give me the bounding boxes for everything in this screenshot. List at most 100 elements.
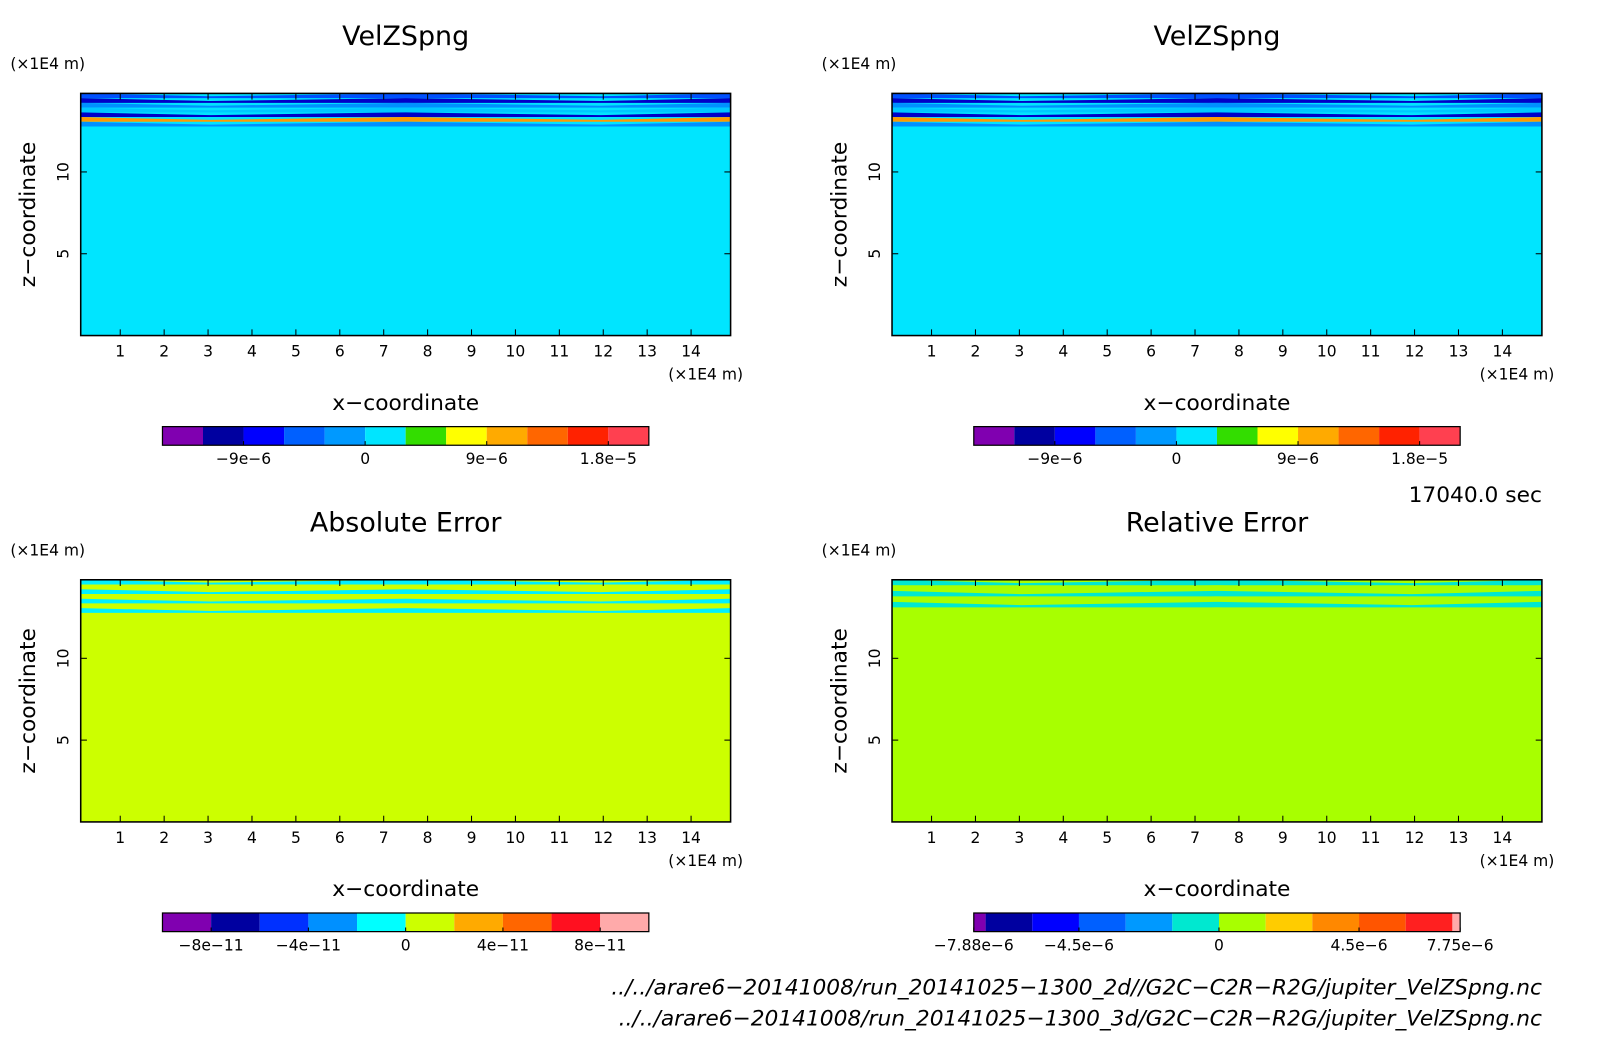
colorbar-tick-label: −9e−6 xyxy=(1027,450,1082,468)
colorbar-tick-label: −4e−11 xyxy=(276,937,341,955)
colorbar-segment xyxy=(211,912,260,932)
x-tick-label: 2 xyxy=(971,343,981,361)
x-tick-label: 7 xyxy=(1190,829,1200,847)
field-band xyxy=(892,98,1542,103)
x-tick-label: 3 xyxy=(1014,343,1024,361)
x-tick-label: 4 xyxy=(1058,343,1068,361)
x-label: x−coordinate xyxy=(1144,391,1291,416)
plot-frame xyxy=(891,579,1543,823)
x-tick-label: 13 xyxy=(1449,829,1469,847)
x-tick-label: 5 xyxy=(1102,343,1112,361)
field-band xyxy=(80,121,731,127)
x-tick-label: 3 xyxy=(203,343,213,361)
colorbar-tick-label: 0 xyxy=(1214,937,1224,955)
plot-frame xyxy=(79,92,732,337)
x-tick-label: 14 xyxy=(1493,829,1513,847)
colorbar-segment xyxy=(1054,426,1096,446)
colorbar-segment xyxy=(1172,912,1219,932)
x-tick-label: 10 xyxy=(506,343,526,361)
colorbar-tick-label: 9e−6 xyxy=(466,450,508,468)
colorbar-segment xyxy=(357,912,406,932)
x-tick-label: 11 xyxy=(549,343,569,361)
y-tick-label: 5 xyxy=(866,735,884,745)
colorbar-tick-label: −8e−11 xyxy=(179,937,244,955)
colorbar-segment xyxy=(1216,426,1258,446)
colorbar-segment xyxy=(527,426,568,446)
colorbar-segment xyxy=(446,426,487,446)
colorbar-tick-label: 0 xyxy=(1172,450,1182,468)
colorbar-tick-label: 1.8e−5 xyxy=(1391,450,1448,468)
colorbar-segment xyxy=(1125,912,1173,932)
x-tick-label: 5 xyxy=(291,829,301,847)
plot-frame xyxy=(79,579,732,823)
x-tick-label: 1 xyxy=(115,343,125,361)
y-label: z−coordinate xyxy=(827,142,852,287)
field-band xyxy=(892,117,1542,122)
field-band xyxy=(892,607,1542,613)
x-tick-label: 9 xyxy=(467,343,477,361)
x-unit: (×1E4 m) xyxy=(668,365,743,383)
field-band xyxy=(80,93,731,99)
y-tick-label: 10 xyxy=(55,648,73,668)
colorbar-segment xyxy=(405,426,447,446)
colorbar-segment xyxy=(324,426,366,446)
x-label: x−coordinate xyxy=(1144,877,1291,902)
colorbar-segment xyxy=(259,912,309,932)
colorbar-segment xyxy=(308,912,358,932)
x-tick-label: 2 xyxy=(159,343,169,361)
x-tick-label: 1 xyxy=(927,829,937,847)
field-band xyxy=(892,601,1542,608)
x-tick-label: 1 xyxy=(115,829,125,847)
field-band xyxy=(80,598,731,604)
field-band xyxy=(892,93,1542,99)
x-tick-label: 5 xyxy=(1102,829,1112,847)
field-band xyxy=(892,107,1542,113)
colorbar-segment xyxy=(551,912,601,932)
x-tick-label: 11 xyxy=(1361,829,1381,847)
colorbar-segment xyxy=(608,426,649,446)
colorbar-segment xyxy=(1298,426,1339,446)
field-band xyxy=(892,596,1542,602)
x-tick-label: 10 xyxy=(506,829,526,847)
x-tick-label: 6 xyxy=(1146,343,1156,361)
colorbar-segment xyxy=(162,426,204,446)
x-tick-label: 6 xyxy=(1146,829,1156,847)
colorbar-tick-label: 1.8e−5 xyxy=(580,450,637,468)
x-tick-label: 8 xyxy=(423,343,433,361)
colorbar-frame xyxy=(161,425,650,446)
colorbar-tick-label: 0 xyxy=(360,450,370,468)
colorbar-segment xyxy=(567,426,609,446)
y-unit: (×1E4 m) xyxy=(10,55,85,73)
colorbar-tick-label: 8e−11 xyxy=(574,937,626,955)
colorbar-tick-label: −4.5e−6 xyxy=(1044,937,1114,955)
colorbar-segment xyxy=(600,912,649,932)
field-band xyxy=(80,579,731,585)
x-tick-label: 6 xyxy=(335,343,345,361)
x-tick-label: 10 xyxy=(1317,343,1337,361)
colorbar-tick-label: 7.75e−6 xyxy=(1427,937,1494,955)
colorbar-tick-label: 0 xyxy=(401,937,411,955)
y-tick-label: 10 xyxy=(866,162,884,182)
file-path: ../../arare6−20141008/run_20141025−1300_… xyxy=(619,1007,1542,1032)
x-tick-label: 11 xyxy=(1361,343,1381,361)
field-band xyxy=(80,593,731,599)
x-tick-label: 4 xyxy=(247,343,257,361)
x-tick-label: 14 xyxy=(681,343,701,361)
colorbar-segment xyxy=(973,426,1015,446)
field xyxy=(892,93,1542,336)
colorbar-tick-label: 9e−6 xyxy=(1277,450,1319,468)
colorbar-segment xyxy=(1176,426,1217,446)
x-unit: (×1E4 m) xyxy=(668,852,743,870)
colorbar-segment xyxy=(1078,912,1126,932)
x-tick-label: 1 xyxy=(927,343,937,361)
x-tick-label: 12 xyxy=(1405,829,1425,847)
colorbar-segment xyxy=(1312,912,1360,932)
x-tick-label: 2 xyxy=(971,829,981,847)
y-unit: (×1E4 m) xyxy=(10,541,85,559)
x-tick-label: 13 xyxy=(637,343,657,361)
colorbar-segment xyxy=(985,912,1033,932)
colorbar-segment xyxy=(1359,912,1406,932)
colorbar-segment xyxy=(1419,426,1461,446)
x-tick-label: 6 xyxy=(335,829,345,847)
